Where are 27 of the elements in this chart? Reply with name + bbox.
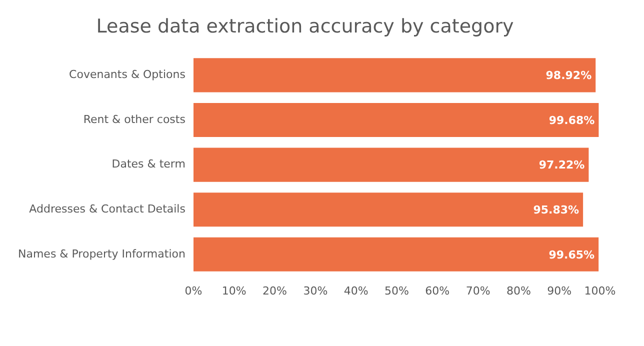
x-tick-label: 10%	[222, 284, 246, 298]
x-tick-label: 20%	[262, 284, 288, 298]
chart-title: Lease data extraction accuracy by category	[96, 15, 514, 38]
y-tick-label: Addresses & Contact Details	[29, 202, 186, 216]
bar	[193, 58, 596, 92]
data-label: 99.68%	[548, 114, 595, 127]
bar	[193, 192, 584, 227]
data-label: 98.92%	[546, 69, 592, 82]
x-tick-label: 30%	[303, 284, 328, 298]
bar	[193, 237, 599, 272]
x-tick-label: 50%	[384, 284, 409, 298]
x-tick-label: 0%	[184, 284, 202, 298]
x-tick-label: 90%	[547, 284, 572, 298]
y-tick-label: Dates & term	[112, 158, 186, 171]
bar	[193, 148, 589, 182]
data-label: 99.65%	[548, 248, 595, 262]
x-tick-label: 70%	[466, 284, 490, 298]
y-tick-label: Covenants & Options	[69, 68, 186, 82]
data-label: 97.22%	[538, 158, 585, 172]
x-tick-label: 100%	[584, 284, 616, 298]
y-tick-label: Rent & other costs	[83, 112, 186, 126]
data-label: 95.83%	[533, 203, 580, 216]
bar	[193, 102, 599, 138]
x-tick-label: 60%	[425, 284, 450, 298]
x-tick-label: 80%	[506, 284, 531, 298]
y-tick-label: Names & Property Information	[18, 247, 186, 260]
x-tick-label: 40%	[344, 284, 368, 298]
